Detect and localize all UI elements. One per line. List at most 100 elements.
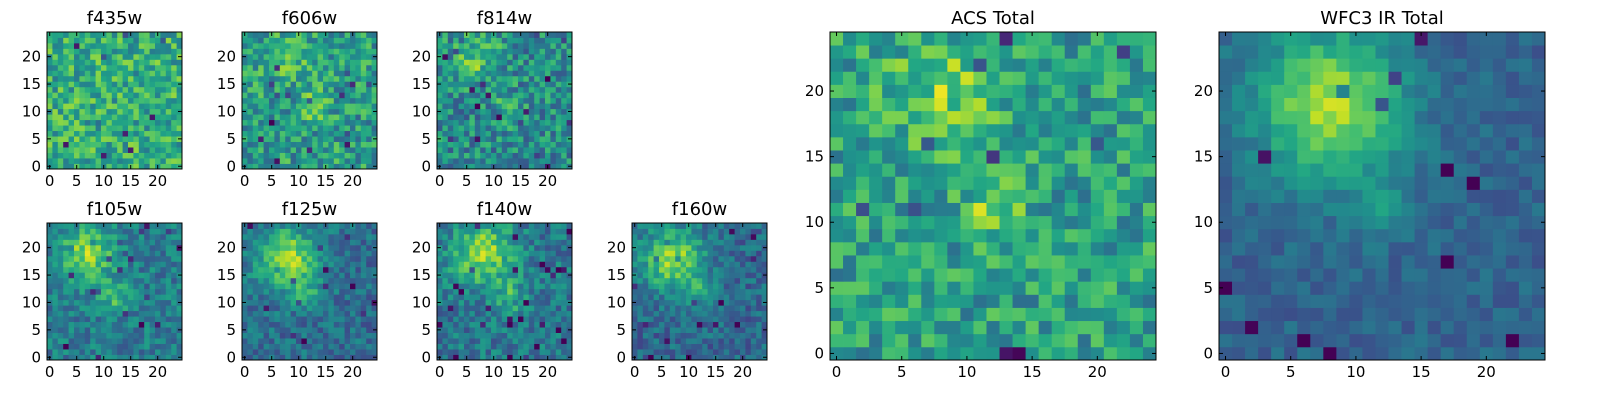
heatmap-cell: [247, 108, 254, 115]
heatmap-cell: [160, 332, 167, 339]
heatmap-cell: [290, 272, 297, 279]
heatmap-cell: [518, 332, 524, 339]
heatmap-cell: [729, 354, 735, 361]
heatmap-cell: [165, 114, 172, 121]
heatmap-cell: [360, 277, 367, 284]
heatmap-cell: [279, 163, 286, 170]
heatmap-cell: [155, 310, 161, 317]
heatmap-cell: [686, 250, 692, 257]
heatmap-cell: [117, 42, 123, 49]
heatmap-cell: [1142, 333, 1157, 348]
heatmap-cell: [702, 250, 708, 257]
heatmap-cell: [301, 343, 308, 350]
heatmap-cell: [57, 277, 64, 284]
heatmap-cell: [491, 86, 497, 93]
heatmap-cell: [750, 261, 757, 268]
heatmap-cell: [908, 294, 922, 308]
heatmap-cell: [908, 241, 922, 256]
heatmap-cell: [501, 32, 508, 38]
heatmap-cell: [1038, 176, 1053, 190]
heatmap-cell: [366, 244, 372, 251]
heatmap-cell: [57, 81, 64, 88]
heatmap-cell: [507, 223, 513, 229]
heatmap-cell: [496, 64, 503, 71]
heatmap-cell: [122, 42, 129, 49]
heatmap-cell: [155, 321, 161, 328]
heatmap-cell: [79, 294, 86, 301]
heatmap-cell: [165, 37, 172, 44]
heatmap-cell: [111, 130, 118, 137]
heatmap-cell: [545, 81, 551, 88]
heatmap-cell: [539, 125, 546, 132]
heatmap-cell: [1064, 255, 1079, 269]
heatmap-cell: [269, 305, 275, 312]
heatmap-cell: [1038, 307, 1053, 322]
heatmap-cell: [523, 75, 530, 82]
heatmap-cell: [464, 125, 470, 132]
x-tick-label: 5: [462, 363, 472, 381]
heatmap-cell: [344, 130, 351, 137]
heatmap-cell: [534, 255, 540, 262]
heatmap-cell: [550, 283, 557, 290]
heatmap-cell: [323, 147, 329, 153]
heatmap-cell: [149, 283, 156, 290]
heatmap-cell: [680, 299, 687, 306]
heatmap-cell: [485, 53, 492, 60]
heatmap-cell: [642, 305, 649, 312]
heatmap-cell: [447, 338, 454, 344]
heatmap-cell: [350, 103, 356, 110]
heatmap-cell: [138, 81, 145, 88]
heatmap-cell: [117, 81, 123, 88]
heatmap-cell: [642, 233, 649, 240]
heatmap-cell: [57, 321, 64, 328]
heatmap-cell: [344, 114, 351, 121]
heatmap-cell: [252, 48, 259, 55]
heatmap-cell: [95, 239, 102, 246]
heatmap-cell: [437, 305, 443, 312]
heatmap-cell: [696, 233, 703, 240]
heatmap-cell: [301, 266, 308, 273]
heatmap-cell: [523, 223, 530, 229]
heatmap-cell: [350, 48, 356, 55]
heatmap-cell: [437, 59, 443, 66]
x-tick-label: 20: [538, 363, 557, 381]
heatmap-cell: [263, 266, 270, 273]
heatmap-cell: [252, 244, 259, 251]
heatmap-cell: [485, 119, 492, 126]
heatmap-cell: [90, 299, 96, 306]
heatmap-cell: [469, 233, 476, 240]
heatmap-cell: [306, 75, 313, 82]
heatmap-cell: [545, 136, 551, 142]
heatmap-cell: [539, 141, 546, 148]
heatmap-cell: [371, 266, 378, 273]
heatmap-cell: [160, 130, 167, 137]
x-tick-label: 5: [72, 172, 82, 190]
heatmap-cell: [1129, 346, 1144, 361]
heatmap-cell: [344, 277, 351, 284]
heatmap-cell: [702, 327, 708, 333]
heatmap-cell: [296, 119, 302, 126]
heatmap-cell: [960, 346, 974, 361]
y-tick-label: 5: [31, 130, 41, 148]
heatmap-cell: [1025, 333, 1040, 348]
heatmap-cell: [306, 239, 313, 246]
heatmap-cell: [566, 75, 573, 82]
heatmap-cell: [469, 48, 476, 55]
heatmap-cell: [637, 223, 644, 229]
heatmap-cell: [491, 244, 497, 251]
heatmap-cell: [133, 244, 140, 251]
heatmap-cell: [160, 152, 167, 159]
heatmap-cell: [545, 239, 551, 246]
heatmap-cell: [480, 343, 486, 350]
heatmap-cell: [680, 255, 687, 262]
heatmap-cell: [290, 53, 297, 60]
heatmap-cell: [539, 114, 546, 121]
heatmap-cell: [856, 294, 870, 308]
heatmap-cell: [528, 272, 535, 279]
heatmap-cell: [718, 332, 725, 339]
heatmap-cell: [453, 59, 459, 66]
heatmap-cell: [960, 294, 974, 308]
heatmap-cell: [659, 332, 665, 339]
heatmap-cell: [642, 255, 649, 262]
heatmap-cell: [269, 59, 275, 66]
